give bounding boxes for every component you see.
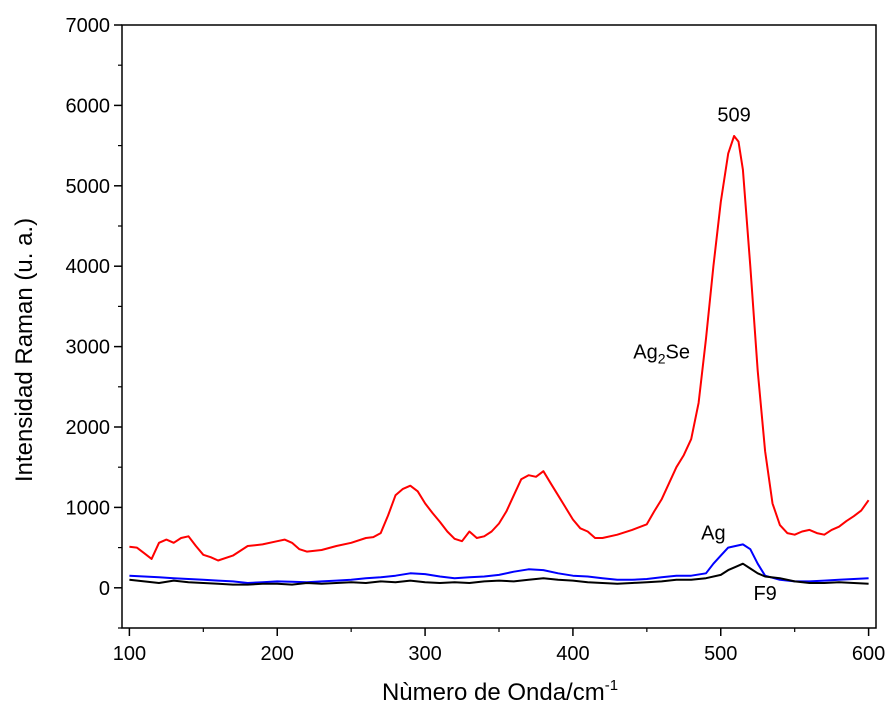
x-tick-label: 500 [704,643,737,665]
spectrum-lines [129,135,870,586]
annotations: 509 Ag2Se Ag F9 [633,104,777,604]
x-axis-title: Nùmero de Onda/cm-1 [382,677,618,706]
x-tick-label: 100 [113,643,146,665]
x-tick-label: 300 [408,643,441,665]
plot-frame [121,24,877,629]
y-tick-label: 2000 [66,417,111,439]
axes [121,24,877,629]
y-tick-label: 3000 [66,337,111,359]
y-tick-label: 6000 [66,95,111,117]
x-tick-label: 200 [261,643,294,665]
series-label-ag2se-tail: Se [666,342,690,364]
y-tick-label: 1000 [66,497,111,519]
f9-series-line [129,562,869,586]
y-tick-label: 4000 [66,256,111,278]
y-tick-label: 5000 [66,176,111,198]
series-label-ag: Ag [701,523,725,545]
y-tick-label: 7000 [66,15,111,37]
y-axis-title: Intensidad Raman (u. a.) [11,218,38,482]
series-label-ag2se: Ag2Se [633,342,690,367]
x-tick-label: 400 [556,643,589,665]
x-tick-label: 600 [852,643,885,665]
series-label-ag2se-main: Ag [633,342,657,364]
ag2se-series-line [129,135,870,562]
peak-label-509: 509 [717,104,750,126]
series-label-f9: F9 [753,583,776,605]
y-tick-label: 0 [99,578,110,600]
series-label-ag2se-sub: 2 [658,351,666,367]
x-axis-title-main: Nùmero de Onda/cm [382,679,605,706]
x-axis-title-sup: -1 [605,677,618,694]
ticks: 100 200 300 400 500 6000100020003000400050006… [66,15,886,665]
ag-series-line [129,543,869,584]
